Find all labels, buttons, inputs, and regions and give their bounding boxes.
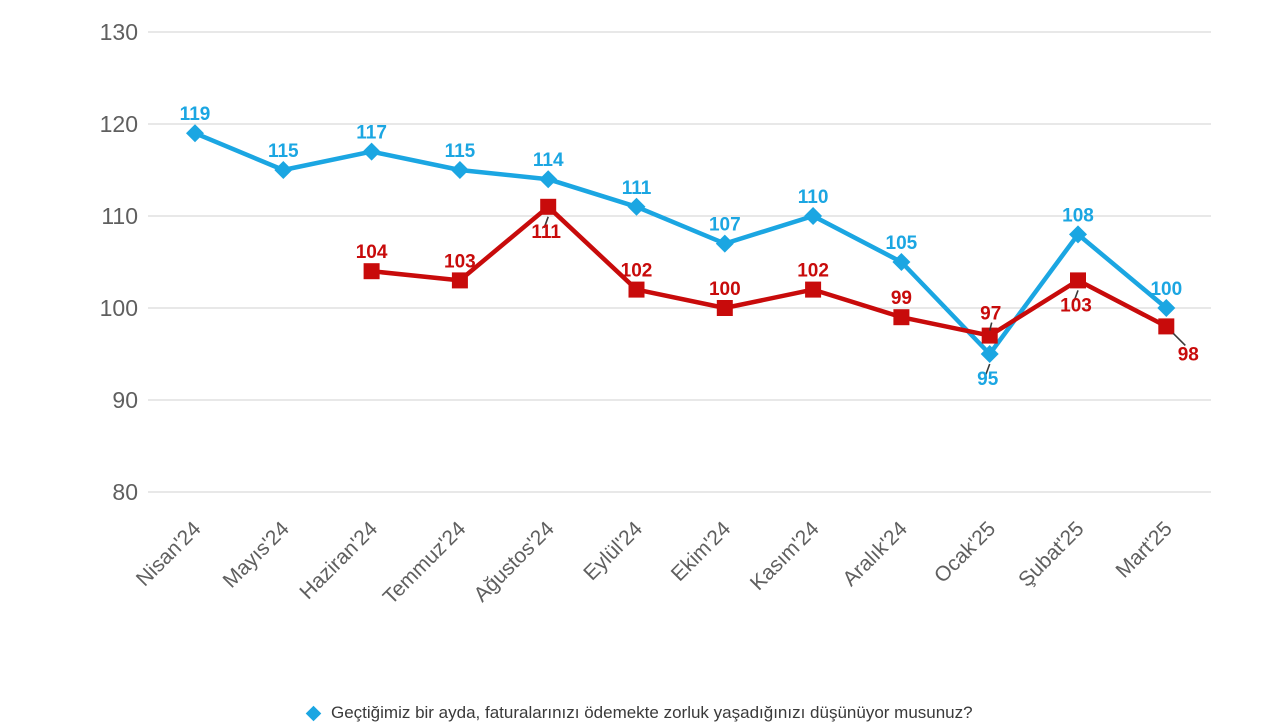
data-label: 103	[1060, 295, 1092, 316]
data-point-diamond	[539, 170, 558, 189]
x-axis-tick-label: Ocak'25	[930, 517, 1000, 587]
label-leader-line	[1172, 332, 1186, 346]
series-line	[192, 130, 1169, 357]
label-leader-line	[984, 363, 991, 376]
data-point-diamond	[892, 253, 911, 271]
line-chart: 80 90 100 110 120 130 Nisan'24 Mayıs'24 Haziran'…	[100, 19, 1211, 609]
y-axis-tick-label: 130	[100, 19, 138, 45]
x-axis-tick-label: Kasım'24	[746, 517, 824, 595]
legend-label: Geçtiğimiz bir ayda, faturalarınızı ödem…	[331, 703, 973, 722]
x-axis-tick-label: Mart'25	[1112, 517, 1177, 582]
data-point-square	[716, 300, 733, 316]
data-label: 97	[980, 304, 1001, 325]
data-point-square	[805, 281, 822, 298]
label-leader-line	[543, 216, 549, 229]
data-point-diamond	[274, 161, 293, 179]
data-label: 115	[268, 141, 299, 162]
x-axis-tick-label: Şubat'25	[1014, 517, 1088, 591]
data-point-square	[363, 263, 380, 280]
data-label: 99	[891, 288, 912, 309]
data-point-diamond	[627, 197, 646, 216]
data-label: 114	[533, 150, 564, 171]
x-axis-tick-label: Nisan'24	[132, 517, 206, 591]
y-axis-tick-label: 90	[112, 387, 138, 413]
data-label: 103	[444, 251, 476, 272]
legend-marker-diamond-icon	[305, 705, 322, 722]
x-axis-tick-label: Temmuz'24	[379, 517, 471, 609]
data-point-diamond	[362, 142, 381, 161]
data-point-diamond	[715, 234, 734, 253]
data-point-diamond	[980, 345, 999, 363]
label-leader-line	[1073, 290, 1079, 302]
x-axis-tick-label: Mayıs'24	[219, 517, 294, 592]
data-point-diamond	[1157, 299, 1176, 317]
data-point-diamond	[450, 161, 469, 179]
data-label: 115	[445, 141, 476, 162]
data-point-square	[893, 309, 910, 326]
x-axis-tick-label: Haziran'24	[295, 517, 382, 604]
data-point-square	[981, 327, 998, 344]
data-point-diamond	[804, 207, 823, 225]
data-label: 100	[709, 279, 741, 300]
data-point-square	[628, 281, 645, 298]
data-label: 102	[797, 261, 829, 282]
data-label: 111	[622, 178, 652, 199]
data-label: 108	[1062, 205, 1094, 226]
data-label: 102	[621, 261, 653, 282]
data-label: 98	[1178, 344, 1199, 365]
data-label: 100	[1150, 279, 1182, 300]
data-label: 105	[886, 233, 918, 254]
label-leader-line	[988, 322, 993, 331]
x-axis-tick-label: Eylül'24	[579, 517, 647, 585]
data-point-square	[451, 272, 468, 289]
data-point-diamond	[1069, 225, 1087, 244]
y-axis-tick-label: 120	[100, 111, 138, 137]
data-label: 95	[977, 369, 999, 390]
series-line	[369, 204, 1169, 338]
data-label: 104	[356, 242, 388, 263]
data-label: 107	[709, 215, 741, 236]
data-label: 119	[180, 104, 211, 125]
data-point-square	[1158, 318, 1175, 335]
data-label: 117	[356, 123, 387, 144]
x-axis-tick-label: Ağustos'24	[469, 517, 558, 606]
data-point-square	[1070, 272, 1086, 289]
x-axis-tick-label: Ekim'24	[667, 517, 736, 586]
x-axis-tick-label: Aralık'24	[838, 517, 912, 591]
data-label: 111	[531, 222, 561, 243]
y-axis-tick-label: 80	[112, 479, 138, 505]
legend: Geçtiğimiz bir ayda, faturalarınızı ödem…	[305, 701, 973, 723]
data-label: 110	[798, 187, 829, 208]
y-axis-tick-label: 100	[100, 295, 138, 321]
data-point-square	[540, 198, 557, 215]
y-axis-tick-label: 110	[101, 203, 138, 229]
data-point-diamond	[186, 124, 204, 143]
